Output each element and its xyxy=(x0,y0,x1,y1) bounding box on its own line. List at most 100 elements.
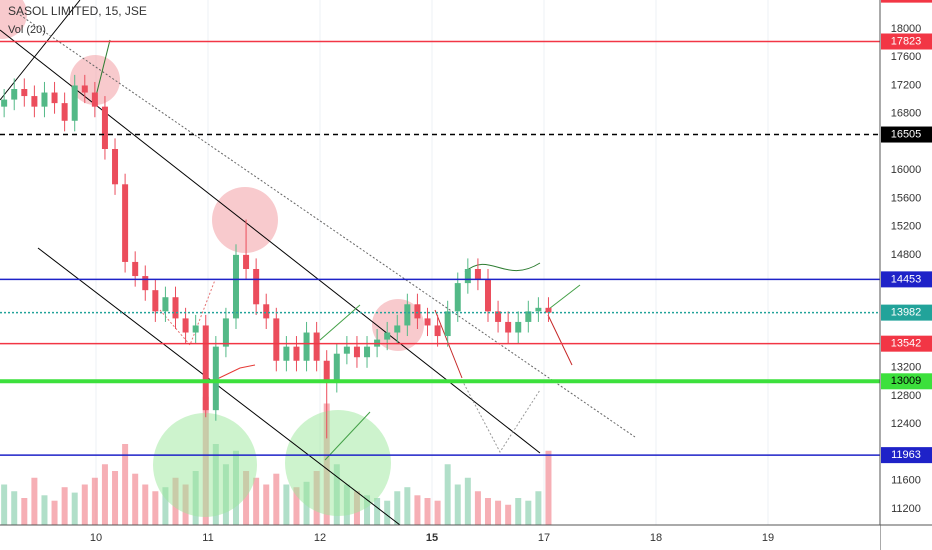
volume-bar xyxy=(515,498,522,525)
candle-body xyxy=(384,332,391,340)
volume-bar xyxy=(474,491,481,525)
candle-body xyxy=(112,149,119,185)
candle-body xyxy=(253,268,260,305)
highlight-circle xyxy=(0,0,27,39)
y-tick-label: 18000 xyxy=(891,23,922,35)
price-tag-label: 11963 xyxy=(891,449,921,461)
projection xyxy=(159,279,216,346)
y-tick-label: 13200 xyxy=(891,362,922,374)
candle-body xyxy=(474,268,481,280)
candle-body xyxy=(303,332,310,361)
candle-body xyxy=(71,85,78,121)
candle-body xyxy=(21,89,28,97)
candle-body xyxy=(263,304,270,319)
price-tag-label: 17823 xyxy=(891,35,922,47)
highlight-circle xyxy=(285,410,391,516)
volume-bar xyxy=(434,500,441,525)
volume-bar xyxy=(162,487,169,525)
y-tick-label: 12400 xyxy=(891,418,922,430)
volume-bar xyxy=(283,484,290,525)
price-tag-label: 18487 xyxy=(891,0,922,1)
price-tag xyxy=(881,0,932,3)
price-tag-label: 16505 xyxy=(891,128,922,140)
volume-bar xyxy=(414,495,421,525)
candle-body xyxy=(525,311,532,322)
volume-bar xyxy=(243,471,250,525)
y-tick-label: 15200 xyxy=(891,221,922,233)
x-tick-label: 18 xyxy=(650,532,662,544)
candle-body xyxy=(243,254,250,269)
highlight-circle xyxy=(212,187,278,253)
price-tag xyxy=(881,447,932,464)
candle-body xyxy=(454,283,461,312)
candle-body xyxy=(535,307,542,312)
candle-body xyxy=(232,254,239,319)
arrow xyxy=(544,284,581,313)
y-tick-label: 14800 xyxy=(891,249,922,261)
volume-bar xyxy=(41,495,48,525)
volume-bar xyxy=(152,491,159,525)
candles xyxy=(1,74,552,439)
candle-body xyxy=(545,307,552,313)
candle-body xyxy=(343,346,350,354)
volume-bar xyxy=(142,484,149,525)
projection xyxy=(461,379,541,453)
price-tag xyxy=(881,33,932,50)
candle-body xyxy=(495,311,502,322)
candle-body xyxy=(293,346,300,361)
volume-bar xyxy=(545,450,552,525)
arrow xyxy=(214,364,256,381)
volume-bar xyxy=(535,491,542,525)
candle-body xyxy=(464,268,471,284)
candle-body xyxy=(283,346,290,361)
highlight-circle xyxy=(153,413,257,517)
volume-bar xyxy=(384,500,391,525)
volume-bar xyxy=(91,477,98,525)
volume-bar xyxy=(61,487,68,525)
candle-body xyxy=(172,297,179,319)
price-tag-label: 13982 xyxy=(891,307,922,319)
candle-body xyxy=(41,92,48,107)
y-tick-label: 12800 xyxy=(891,390,922,402)
candle-body xyxy=(364,346,371,358)
y-tick-label: 15600 xyxy=(891,192,922,204)
volume-bar xyxy=(81,484,88,525)
y-tick-label: 11600 xyxy=(891,475,921,487)
volume-bar xyxy=(404,487,411,525)
volume-bar xyxy=(484,498,491,525)
volume-bar xyxy=(132,473,139,525)
price-tag-label: 13542 xyxy=(891,338,922,350)
y-tick-label: 17200 xyxy=(891,79,922,91)
levels xyxy=(0,40,880,456)
volume-bar xyxy=(293,487,300,525)
candle-body xyxy=(394,325,401,333)
y-tick-label: 16800 xyxy=(891,108,922,120)
candle-body xyxy=(101,106,108,150)
candle-body xyxy=(414,304,421,319)
volume-bar xyxy=(51,500,58,525)
dotted-trend-line xyxy=(19,14,636,438)
candle-body xyxy=(333,353,340,382)
price-tag xyxy=(881,335,932,352)
candle-body xyxy=(51,92,58,104)
candle-body xyxy=(222,318,229,347)
trend-line xyxy=(0,0,81,101)
volume-bar xyxy=(122,444,129,525)
price-tag xyxy=(881,271,932,288)
price-tags: 18487 17823 16505 14453 13982 13542 13009 11963 xyxy=(881,0,932,464)
candle-body xyxy=(132,261,139,277)
candle-body xyxy=(182,318,189,333)
volume-bar xyxy=(112,471,119,525)
annotations xyxy=(0,0,636,526)
candle-body xyxy=(323,360,330,382)
volume-label: Vol (20) xyxy=(8,24,46,36)
volume-bar xyxy=(454,484,461,525)
volume-bar xyxy=(525,500,532,525)
candle-body xyxy=(192,325,199,333)
volume-bar xyxy=(394,491,401,525)
candle-body xyxy=(91,92,98,107)
x-tick-label: 11 xyxy=(202,532,213,544)
arrow xyxy=(547,314,573,366)
chart-title: SASOL LIMITED, 15, JSE xyxy=(8,4,147,18)
